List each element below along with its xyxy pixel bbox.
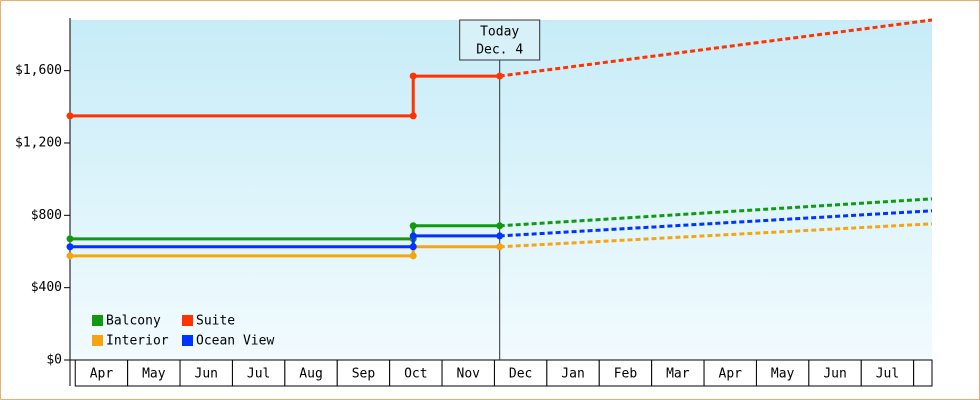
legend-label: Suite <box>196 314 235 329</box>
y-tick-label: $800 <box>31 208 62 223</box>
x-tick-box <box>598 359 653 387</box>
x-tick-box <box>493 359 548 387</box>
x-tick-label: Jun <box>195 367 218 382</box>
legend-label: Interior <box>106 334 169 349</box>
point <box>66 243 74 251</box>
x-tick-box <box>913 359 933 387</box>
x-tick-label: Sep <box>352 367 376 382</box>
y-tick-label: $400 <box>31 280 62 295</box>
x-tick-label: Oct <box>404 367 427 382</box>
x-tick-box <box>651 359 705 387</box>
today-label: Dec. 4 <box>476 43 523 58</box>
x-tick-label: Mar <box>666 367 690 382</box>
point <box>66 112 74 120</box>
legend-swatch <box>92 335 103 346</box>
today-label: Today <box>480 25 519 40</box>
legend-swatch <box>182 315 193 326</box>
forecast-line <box>499 209 933 238</box>
point <box>409 252 417 260</box>
point <box>496 72 504 80</box>
plot-area <box>70 20 932 360</box>
point <box>409 72 417 80</box>
forecast-line <box>499 18 933 78</box>
point <box>409 232 417 240</box>
x-tick-label: Jul <box>876 367 899 382</box>
x-tick-box <box>860 359 915 387</box>
point <box>496 243 504 251</box>
y-tick-label: $1,200 <box>15 135 62 150</box>
series-line <box>70 245 500 258</box>
point <box>496 232 504 240</box>
point <box>409 112 417 120</box>
x-tick-label: Jun <box>823 367 846 382</box>
x-tick-box <box>336 359 391 387</box>
x-tick-box <box>284 359 338 387</box>
legend-label: Balcony <box>106 314 161 329</box>
x-tick-label: Jan <box>561 367 584 382</box>
series-line <box>70 74 500 118</box>
point <box>496 222 504 230</box>
x-tick-label: Dec <box>509 367 532 382</box>
x-tick-box <box>231 359 286 387</box>
legend-label: Ocean View <box>196 334 274 349</box>
today-box <box>459 19 541 61</box>
series-line <box>70 224 500 241</box>
x-tick-box <box>389 359 443 387</box>
x-tick-label: Aug <box>299 367 322 382</box>
forecast-line <box>499 197 933 228</box>
x-tick-label: Feb <box>614 367 638 382</box>
x-tick-label: May <box>771 367 795 382</box>
x-tick-box <box>74 359 129 387</box>
x-tick-label: Nov <box>457 367 481 382</box>
x-tick-box <box>808 359 862 387</box>
point <box>66 235 74 243</box>
legend-swatch <box>92 315 103 326</box>
forecast-line <box>499 222 933 249</box>
point <box>409 243 417 251</box>
x-tick-label: Apr <box>719 367 743 382</box>
x-tick-label: May <box>142 367 166 382</box>
legend-swatch <box>182 335 193 346</box>
y-tick-label: $1,600 <box>15 63 62 78</box>
point <box>66 252 74 260</box>
x-tick-label: Jul <box>247 367 270 382</box>
point <box>409 222 417 230</box>
x-tick-box <box>441 359 495 387</box>
x-tick-label: Apr <box>90 367 114 382</box>
y-tick-label: $0 <box>46 353 62 368</box>
series-line <box>70 234 500 249</box>
